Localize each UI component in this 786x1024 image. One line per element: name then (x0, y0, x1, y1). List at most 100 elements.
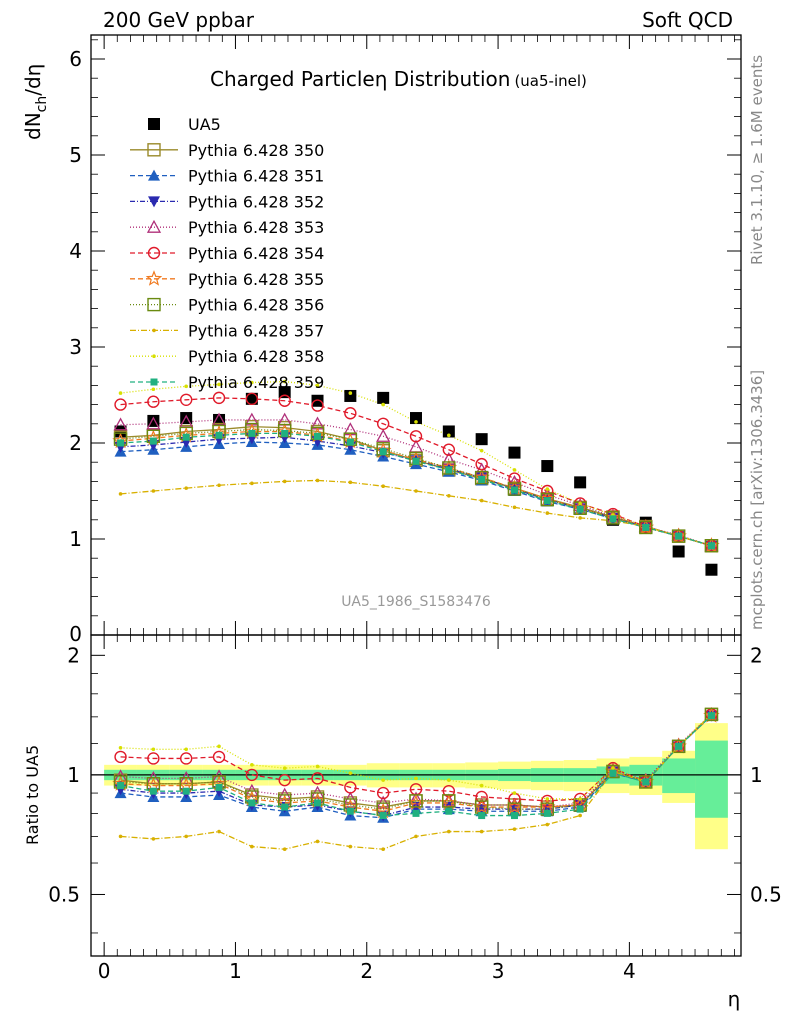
ratio-point-7-12 (512, 827, 517, 831)
ratio-point-9-14 (576, 805, 584, 813)
legend-marker-1 (147, 143, 161, 157)
legend-label-0: UA5 (188, 115, 221, 134)
data-point-8-12 (512, 505, 517, 510)
data-point-5-7 (344, 407, 357, 420)
ratio-point-9-8 (379, 812, 387, 820)
legend-marker-9 (152, 354, 156, 359)
legend-label-5: Pythia 6.428 354 (188, 244, 324, 263)
data-point-10-11 (478, 475, 486, 483)
data-point-7-12 (507, 482, 522, 496)
data-point-10-2 (182, 433, 190, 441)
data-point-7-16 (639, 520, 653, 535)
data-point-8-1 (151, 489, 156, 493)
ratio-point-8-3 (217, 744, 221, 749)
ratio-line-6 (120, 713, 712, 810)
ratio-point-7-2 (184, 834, 189, 839)
data-point-0-14 (574, 476, 587, 489)
ratio-point-6-17 (671, 739, 686, 754)
ratio-point-6-10 (442, 794, 456, 808)
ratio-point-7-7 (348, 844, 353, 849)
ratio-point-8-12 (512, 791, 517, 795)
data-point-5-5 (278, 394, 291, 407)
data-point-5-10 (442, 443, 456, 456)
data-point-5-9 (409, 430, 423, 443)
data-point-5-0 (114, 398, 127, 411)
data-point-9-1 (151, 387, 156, 392)
ratio-point-9-9 (412, 809, 420, 817)
data-point-7-10 (442, 461, 456, 475)
ratio-y-axis-label: Ratio to UA5 (23, 745, 42, 845)
ratio-point-9-11 (478, 812, 486, 820)
data-point-4-10 (441, 451, 456, 465)
ratio-point-8-15 (611, 766, 615, 770)
x-tick-label: 0 (98, 959, 111, 983)
legend-label-9: Pythia 6.428 358 (188, 347, 324, 366)
legend-marker-10 (150, 378, 158, 386)
series-line-4 (120, 419, 712, 547)
data-point-9-6 (315, 383, 320, 388)
data-point-8-8 (381, 484, 385, 489)
legend: UA5 Pythia 6.428 350 Pythia 6.428 351 Pythi… (130, 115, 324, 392)
data-point-0-4 (245, 392, 258, 405)
data-point-0-11 (475, 433, 488, 446)
legend-marker-8 (152, 328, 156, 333)
x-tick-label: 3 (492, 959, 505, 983)
data-point-5-8 (376, 417, 390, 430)
data-point-10-14 (576, 505, 584, 513)
data-point-8-14 (578, 516, 582, 520)
data-point-0-6 (311, 394, 324, 407)
series-line-6 (120, 430, 712, 547)
main-ytick-label: 6 (69, 47, 82, 71)
main-panel: 1 2 3 4 5 6 0 UA5_1986_S1583476 Charged Partic… (21, 34, 742, 646)
legend-label-2: Pythia 6.428 351 (188, 167, 324, 186)
data-point-8-2 (184, 486, 189, 490)
main-ytick-label: 4 (69, 239, 82, 263)
data-point-10-16 (642, 523, 650, 531)
data-point-10-18 (707, 542, 715, 550)
ratio-point-8-9 (414, 776, 418, 781)
data-point-10-5 (281, 429, 289, 437)
data-point-8-9 (414, 489, 418, 493)
ratio-point-9-3 (215, 783, 223, 791)
data-point-8-10 (447, 494, 451, 498)
legend-label-10: Pythia 6.428 359 (188, 373, 324, 392)
data-point-9-10 (447, 433, 451, 438)
ratio-point-9-7 (346, 807, 354, 815)
ratio-point-7-0 (118, 834, 123, 839)
data-point-7-11 (474, 470, 489, 485)
header-right: Soft QCD (642, 8, 733, 32)
data-point-10-3 (215, 431, 223, 439)
legend-marker-0 (148, 118, 160, 130)
ratio-point-5-11 (473, 798, 490, 815)
main-ytick-label: 3 (69, 335, 82, 359)
ratio-frame-border (90, 634, 742, 957)
ratio-point-8-8 (381, 778, 385, 782)
ratio-point-7-5 (282, 847, 287, 852)
data-point-10-13 (543, 497, 551, 505)
ratio-point-5-12 (506, 798, 523, 815)
legend-marker-2 (148, 169, 160, 181)
ratio-ytick-label: 2 (67, 643, 80, 667)
ratio-band-inner-18 (695, 740, 728, 818)
x-tick-label: 4 (623, 959, 636, 983)
x-axis-label: η (728, 987, 741, 1011)
ratio-point-3-9 (408, 791, 424, 805)
data-point-9-5 (282, 379, 287, 384)
ratio-point-9-2 (182, 787, 190, 795)
ratio-point-8-1 (151, 747, 156, 752)
ratio-point-6-9 (409, 794, 423, 808)
ratio-point-9-12 (510, 812, 518, 820)
ratio-point-8-14 (578, 797, 582, 801)
ratio-point-7-4 (250, 844, 254, 849)
data-point-10-12 (510, 486, 518, 494)
data-point-7-13 (540, 492, 555, 507)
data-point-8-6 (315, 478, 320, 483)
data-point-10-0 (117, 439, 125, 447)
data-point-10-8 (379, 448, 387, 456)
data-point-9-11 (479, 448, 484, 453)
header-left: 200 GeV ppbar (103, 8, 255, 32)
ratio-point-8-6 (315, 764, 320, 769)
data-point-9-14 (578, 501, 582, 506)
data-point-4-9 (408, 439, 424, 453)
